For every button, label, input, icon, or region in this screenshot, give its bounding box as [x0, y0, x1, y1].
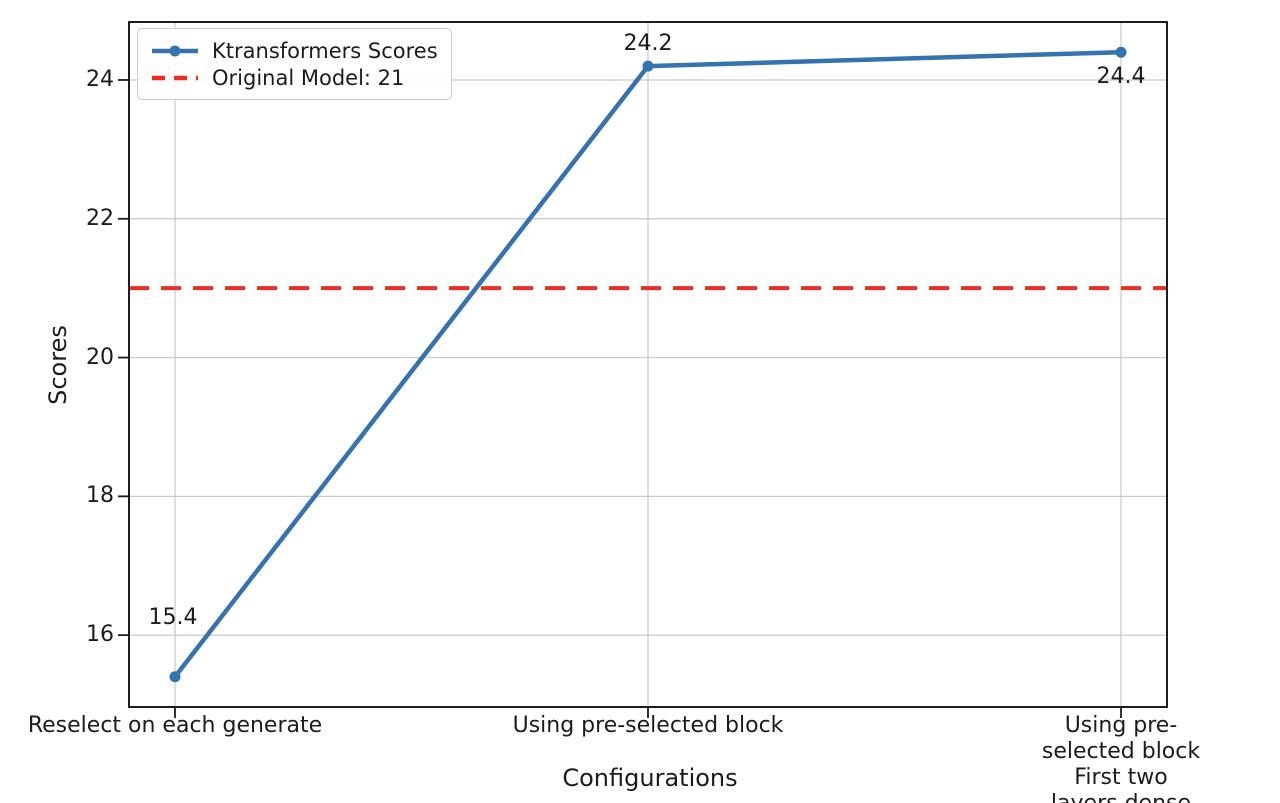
- x-axis-label: Configurations: [562, 764, 738, 792]
- y-tick-label: 16: [86, 622, 114, 648]
- data-point-marker: [1115, 46, 1127, 58]
- legend-item-label: Original Model: 21: [212, 65, 405, 90]
- legend-item: Ktransformers Scores: [151, 37, 438, 64]
- data-point-label: 15.4: [149, 605, 198, 630]
- legend: Ktransformers Scores Original Model: 21: [137, 28, 452, 100]
- y-tick-label: 18: [86, 483, 114, 509]
- data-point-label: 24.4: [1096, 64, 1145, 89]
- legend-item-label: Ktransformers Scores: [212, 38, 438, 63]
- y-tick-label: 24: [86, 66, 114, 92]
- plot-border: [128, 21, 1168, 708]
- data-point-label: 24.2: [624, 31, 673, 56]
- dashed-line-icon: [152, 75, 198, 80]
- data-point-marker: [642, 60, 654, 72]
- x-tick-label: Reselect on each generate: [27, 713, 323, 738]
- x-tick-label: Using pre-selected block First two layer…: [1041, 713, 1201, 803]
- data-point-marker: [169, 671, 181, 683]
- y-tick-label: 20: [86, 344, 114, 370]
- y-axis-label: Scores: [44, 325, 72, 405]
- line-marker-icon: [152, 45, 198, 56]
- chart-canvas: 15.4 24.2 24.4: [118, 21, 1168, 718]
- y-tick-label: 22: [86, 205, 114, 231]
- legend-item: Original Model: 21: [151, 64, 438, 91]
- x-tick-label: Using pre-selected block: [512, 713, 784, 738]
